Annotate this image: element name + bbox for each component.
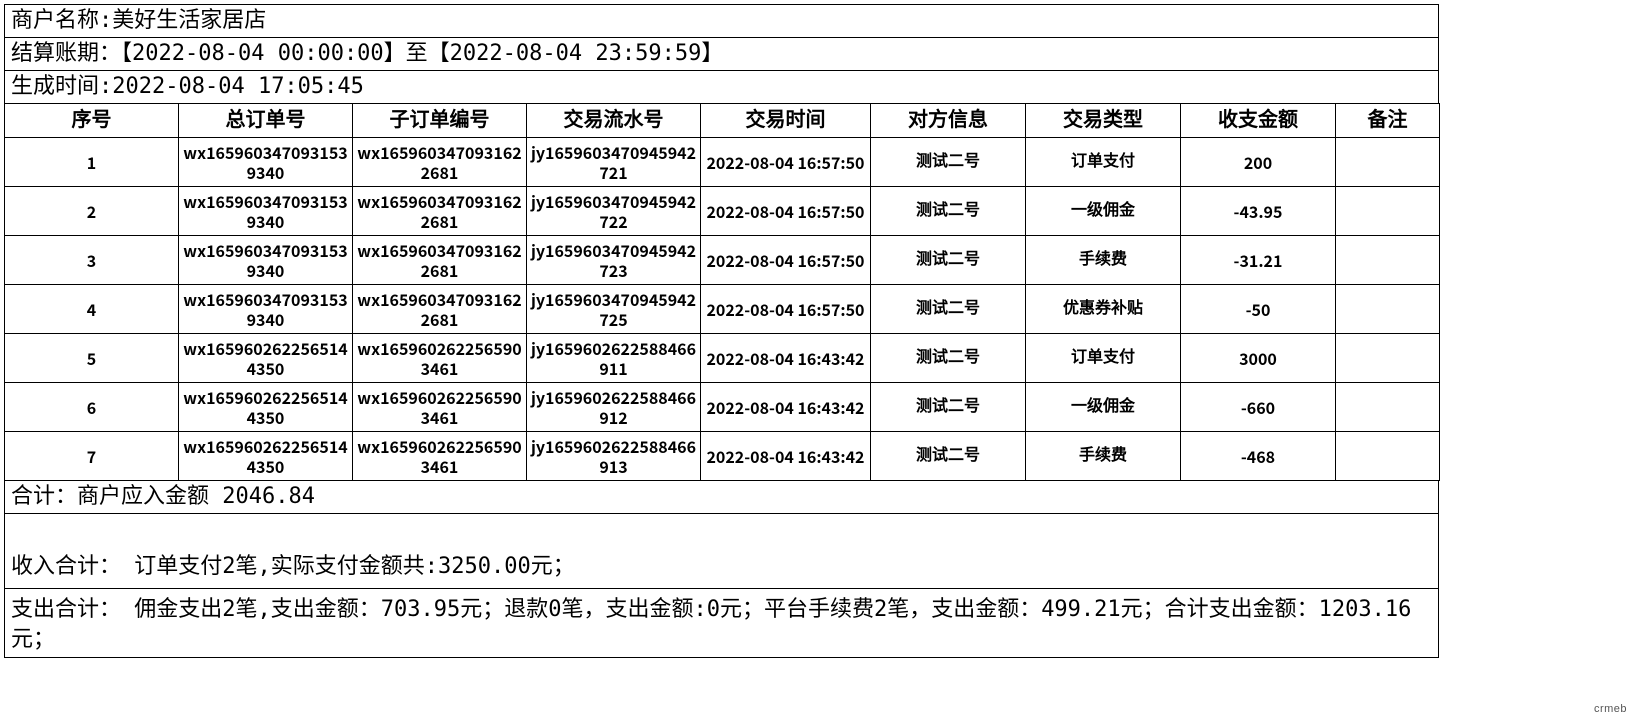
period-row: 结算账期：【2022-08-04 00:00:00】至【2022-08-04 2…	[4, 37, 1439, 70]
cell-sub: wx1659602622565903461	[353, 383, 527, 432]
gen-label: 生成时间:	[11, 74, 112, 99]
cell-party: 测试二号	[871, 432, 1026, 481]
cell-seq: 3	[5, 236, 179, 285]
cell-seq: 5	[5, 334, 179, 383]
cell-amt: -31.21	[1181, 236, 1336, 285]
cell-seq: 1	[5, 138, 179, 187]
cell-time: 2022-08-04 16:43:42	[701, 334, 871, 383]
cell-note	[1336, 187, 1440, 236]
summary-expense: 支出合计： 佣金支出2笔,支出金额：703.95元；退款0笔，支出金额:0元；平…	[4, 589, 1439, 658]
cell-note	[1336, 383, 1440, 432]
th-total: 总订单号	[179, 104, 353, 138]
cell-seq: 2	[5, 187, 179, 236]
cell-sub: wx1659603470931622681	[353, 187, 527, 236]
cell-sub: wx1659602622565903461	[353, 334, 527, 383]
cell-party: 测试二号	[871, 334, 1026, 383]
cell-amt: 3000	[1181, 334, 1336, 383]
cell-seq: 7	[5, 432, 179, 481]
cell-txn: jy1659603470945942725	[527, 285, 701, 334]
cell-time: 2022-08-04 16:43:42	[701, 383, 871, 432]
cell-sub: wx1659603470931622681	[353, 236, 527, 285]
th-txn: 交易流水号	[527, 104, 701, 138]
cell-time: 2022-08-04 16:57:50	[701, 285, 871, 334]
cell-note	[1336, 285, 1440, 334]
table-row: 2wx1659603470931539340wx1659603470931622…	[5, 187, 1440, 236]
cell-note	[1336, 236, 1440, 285]
cell-time: 2022-08-04 16:57:50	[701, 236, 871, 285]
cell-txn: jy1659602622588466912	[527, 383, 701, 432]
cell-type: 一级佣金	[1026, 383, 1181, 432]
cell-total: wx1659603470931539340	[179, 187, 353, 236]
gen-value: 2022-08-04 17:05:45	[112, 74, 364, 99]
th-time: 交易时间	[701, 104, 871, 138]
cell-amt: -43.95	[1181, 187, 1336, 236]
cell-txn: jy1659603470945942722	[527, 187, 701, 236]
th-party: 对方信息	[871, 104, 1026, 138]
merchant-label: 商户名称:	[11, 8, 112, 33]
table-row: 7wx1659602622565144350wx1659602622565903…	[5, 432, 1440, 481]
merchant-name: 美好生活家居店	[112, 8, 266, 33]
cell-seq: 4	[5, 285, 179, 334]
settlement-report: 商户名称:美好生活家居店 结算账期：【2022-08-04 00:00:00】至…	[4, 4, 1439, 658]
period-value: 【2022-08-04 00:00:00】至【2022-08-04 23:59:…	[121, 41, 723, 66]
cell-sub: wx1659603470931622681	[353, 138, 527, 187]
summary-income: 收入合计： 订单支付2笔,实际支付金额共:3250.00元；	[4, 514, 1439, 589]
cell-party: 测试二号	[871, 187, 1026, 236]
cell-total: wx1659602622565144350	[179, 334, 353, 383]
cell-txn: jy1659603470945942723	[527, 236, 701, 285]
table-header-row: 序号 总订单号 子订单编号 交易流水号 交易时间 对方信息 交易类型 收支金额 …	[5, 104, 1440, 138]
summary-total: 合计：商户应入金额 2046.84	[4, 481, 1439, 514]
cell-sub: wx1659602622565903461	[353, 432, 527, 481]
th-amt: 收支金额	[1181, 104, 1336, 138]
cell-amt: 200	[1181, 138, 1336, 187]
cell-type: 手续费	[1026, 236, 1181, 285]
cell-note	[1336, 334, 1440, 383]
watermark-text: crmeb	[1594, 703, 1627, 715]
cell-type: 优惠券补贴	[1026, 285, 1181, 334]
table-row: 6wx1659602622565144350wx1659602622565903…	[5, 383, 1440, 432]
cell-type: 一级佣金	[1026, 187, 1181, 236]
th-seq: 序号	[5, 104, 179, 138]
table-row: 3wx1659603470931539340wx1659603470931622…	[5, 236, 1440, 285]
cell-txn: jy1659603470945942721	[527, 138, 701, 187]
cell-note	[1336, 138, 1440, 187]
cell-total: wx1659603470931539340	[179, 285, 353, 334]
table-row: 4wx1659603470931539340wx1659603470931622…	[5, 285, 1440, 334]
cell-amt: -468	[1181, 432, 1336, 481]
cell-party: 测试二号	[871, 383, 1026, 432]
cell-amt: -50	[1181, 285, 1336, 334]
cell-type: 订单支付	[1026, 334, 1181, 383]
table-row: 1wx1659603470931539340wx1659603470931622…	[5, 138, 1440, 187]
merchant-row: 商户名称:美好生活家居店	[4, 4, 1439, 37]
cell-total: wx1659603470931539340	[179, 138, 353, 187]
th-note: 备注	[1336, 104, 1440, 138]
cell-time: 2022-08-04 16:43:42	[701, 432, 871, 481]
cell-txn: jy1659602622588466911	[527, 334, 701, 383]
cell-party: 测试二号	[871, 236, 1026, 285]
cell-total: wx1659603470931539340	[179, 236, 353, 285]
cell-type: 订单支付	[1026, 138, 1181, 187]
cell-party: 测试二号	[871, 138, 1026, 187]
gen-row: 生成时间:2022-08-04 17:05:45	[4, 70, 1439, 103]
cell-total: wx1659602622565144350	[179, 432, 353, 481]
transactions-table: 序号 总订单号 子订单编号 交易流水号 交易时间 对方信息 交易类型 收支金额 …	[4, 103, 1440, 481]
table-row: 5wx1659602622565144350wx1659602622565903…	[5, 334, 1440, 383]
period-label: 结算账期：	[11, 41, 121, 66]
cell-sub: wx1659603470931622681	[353, 285, 527, 334]
cell-note	[1336, 432, 1440, 481]
cell-seq: 6	[5, 383, 179, 432]
cell-party: 测试二号	[871, 285, 1026, 334]
cell-txn: jy1659602622588466913	[527, 432, 701, 481]
th-sub: 子订单编号	[353, 104, 527, 138]
cell-total: wx1659602622565144350	[179, 383, 353, 432]
cell-type: 手续费	[1026, 432, 1181, 481]
cell-amt: -660	[1181, 383, 1336, 432]
cell-time: 2022-08-04 16:57:50	[701, 187, 871, 236]
th-type: 交易类型	[1026, 104, 1181, 138]
cell-time: 2022-08-04 16:57:50	[701, 138, 871, 187]
